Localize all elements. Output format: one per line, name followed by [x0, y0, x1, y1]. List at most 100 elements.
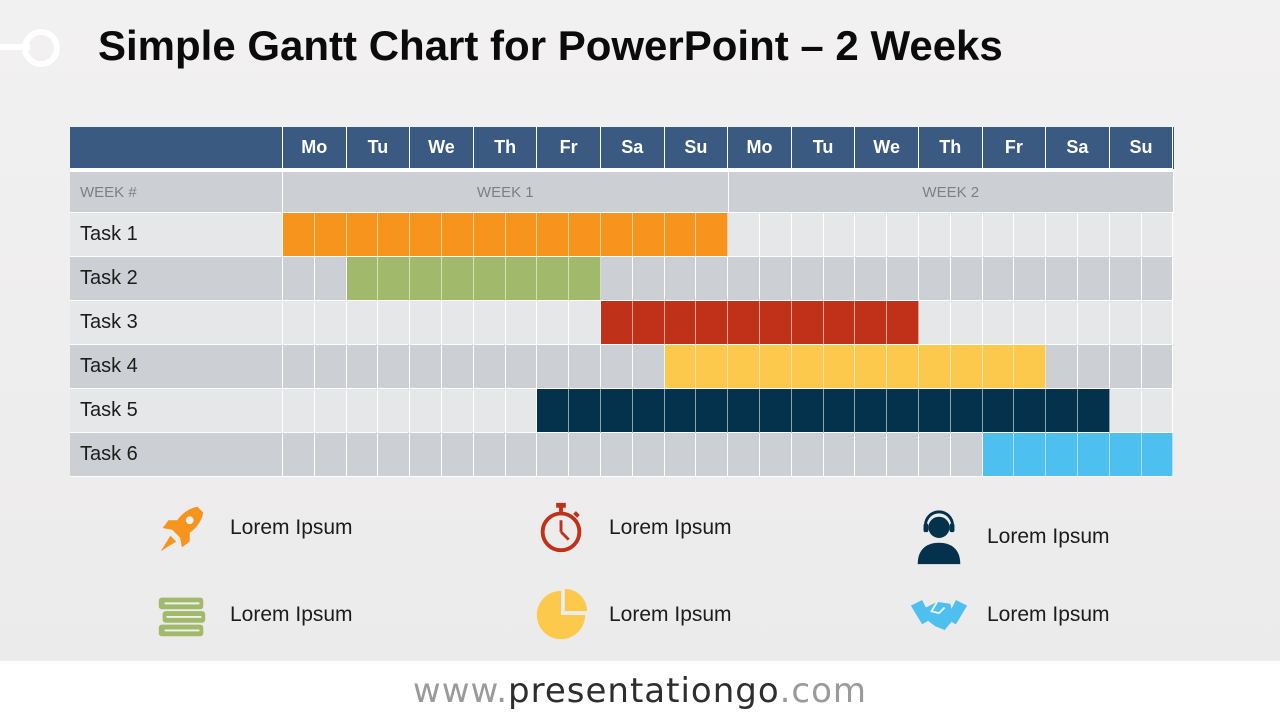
grid-cell [918, 389, 951, 433]
task-row: Task 4 [70, 345, 1174, 389]
grid-cell [1141, 345, 1174, 389]
grid-cell [1014, 213, 1047, 257]
grid-cell [600, 213, 633, 257]
grid-cell [600, 389, 633, 433]
grid-cell [791, 257, 824, 301]
grid-cell [823, 301, 856, 345]
grid-cell [441, 257, 474, 301]
grid-cell [791, 301, 824, 345]
grid-cell [537, 433, 570, 477]
day-header: Su [664, 127, 729, 169]
grid-cell [283, 389, 315, 433]
legend-text: Lorem Ipsum [987, 603, 1110, 626]
grid-cell [1109, 345, 1142, 389]
grid-cell [569, 389, 601, 433]
grid-cell [887, 301, 919, 345]
grid-cell [410, 213, 442, 257]
grid-cell [1046, 257, 1078, 301]
grid-cell [918, 257, 951, 301]
grid-cell [855, 301, 888, 345]
grid-cell [378, 213, 411, 257]
grid-cell [791, 345, 824, 389]
legend-text: Lorem Ipsum [230, 516, 353, 539]
grid-cell [887, 257, 919, 301]
grid-cell [473, 213, 506, 257]
grid-cell [982, 257, 1015, 301]
grid-cell [1046, 433, 1078, 477]
day-header: Fr [537, 127, 601, 169]
grid-cell [410, 433, 442, 477]
grid-cell [537, 345, 570, 389]
grid-cell [982, 389, 1015, 433]
grid-cell [950, 345, 983, 389]
grid-cell [1014, 345, 1047, 389]
grid-cell [283, 433, 315, 477]
day-header: Th [473, 127, 538, 169]
grid-cell [600, 345, 633, 389]
grid-cell [1109, 301, 1142, 345]
grid-cell [728, 433, 760, 477]
grid-cell [759, 345, 792, 389]
grid-cell [600, 433, 633, 477]
grid-cell [283, 345, 315, 389]
grid-cell [950, 389, 983, 433]
grid-cell [728, 301, 760, 345]
footer-url: www. presentationgo .com [0, 661, 1280, 720]
day-header: Sa [600, 127, 665, 169]
grid-cell [728, 213, 760, 257]
grid-cell [791, 433, 824, 477]
page-title: Simple Gantt Chart for PowerPoint – 2 We… [98, 22, 1003, 69]
grid-cell [664, 213, 697, 257]
grid-cell [855, 389, 888, 433]
task-row: Task 3 [70, 301, 1174, 345]
legend-item: Lorem Ipsum [531, 498, 732, 558]
task-label: Task 5 [70, 389, 283, 433]
rocket-icon [152, 498, 212, 558]
pie-chart-icon [531, 585, 591, 645]
grid-cell [569, 433, 601, 477]
grid-cell [283, 257, 315, 301]
grid-cell [410, 345, 442, 389]
grid-cell [950, 433, 983, 477]
grid-cell [1046, 345, 1078, 389]
grid-cell [346, 301, 379, 345]
grid-cell [1141, 389, 1174, 433]
grid-cell [918, 213, 951, 257]
grid-cell [378, 301, 411, 345]
grid-cell [918, 433, 951, 477]
legend-text: Lorem Ipsum [230, 603, 353, 626]
grid-cell [855, 213, 888, 257]
day-header: Su [1109, 127, 1174, 169]
grid-cell [283, 301, 315, 345]
grid-cell [283, 213, 315, 257]
grid-cell [1109, 433, 1142, 477]
grid-cell [728, 257, 760, 301]
grid-cell [441, 389, 474, 433]
grid-cell [314, 433, 347, 477]
grid-cell [759, 433, 792, 477]
grid-cell [1014, 301, 1047, 345]
grid-cell [1077, 389, 1110, 433]
grid-cell [473, 389, 506, 433]
grid-cell [1141, 213, 1174, 257]
grid-cell [314, 345, 347, 389]
grid-cell [759, 213, 792, 257]
grid-cell [823, 389, 856, 433]
grid-cell [1077, 213, 1110, 257]
grid-cell [918, 301, 951, 345]
grid-cell [791, 213, 824, 257]
grid-cell [982, 345, 1015, 389]
grid-cell [569, 213, 601, 257]
grid-cell [632, 257, 665, 301]
grid-cell [632, 301, 665, 345]
day-header: Sa [1046, 127, 1110, 169]
grid-cell [410, 257, 442, 301]
handshake-icon [909, 585, 969, 645]
gantt-chart: Mo Tu We Th Fr Sa Su Mo Tu We Th Fr Sa Su WEEK # WEEK 1… [70, 127, 1174, 477]
grid-cell [441, 301, 474, 345]
legend-text: Lorem Ipsum [609, 603, 732, 626]
task-label: Task 3 [70, 301, 283, 345]
grid-cell [441, 433, 474, 477]
grid-cell [887, 433, 919, 477]
grid-cell [855, 345, 888, 389]
